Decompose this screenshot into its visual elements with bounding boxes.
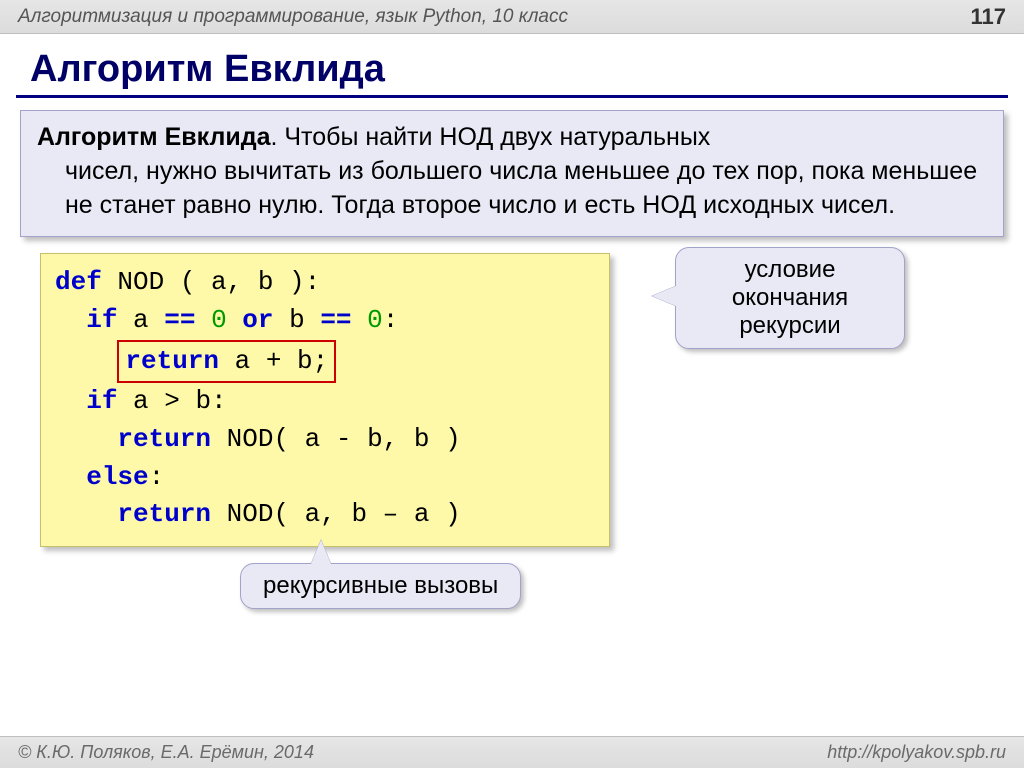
code-line-3: return a + b; bbox=[55, 340, 595, 384]
code-line-7: return NOD( a, b – a ) bbox=[55, 496, 595, 534]
breadcrumb: Алгоритмизация и программирование, язык … bbox=[18, 6, 568, 28]
slide-root: Алгоритмизация и программирование, язык … bbox=[0, 0, 1024, 768]
code-line-6: else: bbox=[55, 459, 595, 497]
page-number: 117 bbox=[971, 4, 1007, 30]
code-line-1: def NOD ( a, b ): bbox=[55, 264, 595, 302]
footer-left: © К.Ю. Поляков, Е.А. Ерёмин, 2014 bbox=[18, 742, 314, 763]
callout-tail-up-icon bbox=[311, 540, 331, 564]
code-line-4: if a > b: bbox=[55, 383, 595, 421]
definition-text: Алгоритм Евклида. Чтобы найти НОД двух н… bbox=[37, 121, 987, 222]
footer-bar: © К.Ю. Поляков, Е.А. Ерёмин, 2014 http:/… bbox=[0, 736, 1024, 768]
definition-line1: . Чтобы найти НОД двух натуральных bbox=[271, 123, 711, 151]
footer-right: http://kpolyakov.spb.ru bbox=[827, 742, 1006, 763]
callout-recursive-text: рекурсивные вызовы bbox=[263, 572, 498, 600]
boxed-return: return a + b; bbox=[117, 340, 336, 384]
code-line-2: if a == 0 or b == 0: bbox=[55, 302, 595, 340]
definition-rest: чисел, нужно вычитать из большего числа … bbox=[65, 155, 987, 223]
definition-box: Алгоритм Евклида. Чтобы найти НОД двух н… bbox=[20, 110, 1004, 237]
code-box: def NOD ( a, b ): if a == 0 or b == 0: r… bbox=[40, 253, 610, 547]
code-line-5: return NOD( a - b, b ) bbox=[55, 421, 595, 459]
title-underline bbox=[16, 95, 1008, 98]
slide-title: Алгоритм Евклида bbox=[30, 48, 1024, 91]
callout-base-case: условие окончания рекурсии bbox=[675, 247, 905, 349]
definition-lead: Алгоритм Евклида bbox=[37, 123, 271, 151]
code-area: def NOD ( a, b ): if a == 0 or b == 0: r… bbox=[40, 253, 1024, 547]
callout-recursive: рекурсивные вызовы bbox=[240, 563, 521, 609]
header-bar: Алгоритмизация и программирование, язык … bbox=[0, 0, 1024, 34]
callout-tail-icon bbox=[652, 286, 676, 306]
callout-base-case-text: условие окончания рекурсии bbox=[698, 256, 882, 340]
